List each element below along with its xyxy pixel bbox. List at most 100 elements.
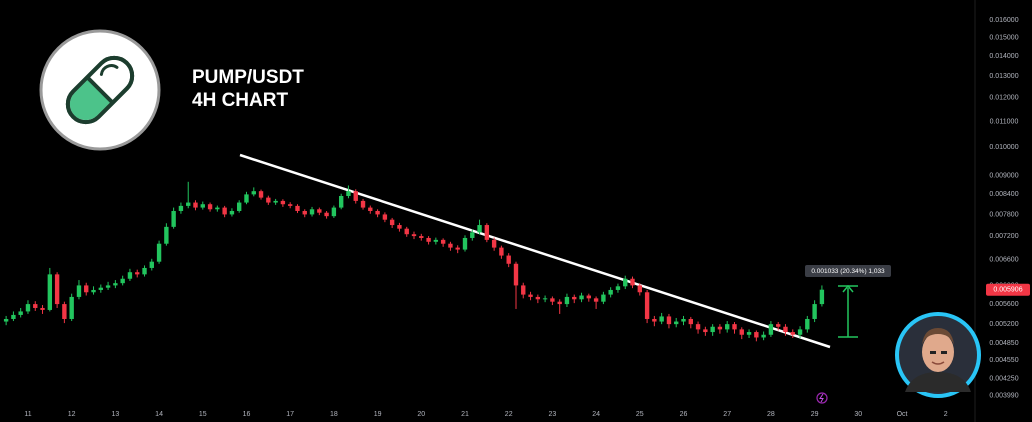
candle-body: [542, 298, 548, 300]
y-tick-label: 0.004550: [989, 357, 1018, 364]
current-price-label: 0.005906: [993, 287, 1022, 294]
candle-body: [448, 243, 453, 248]
candle-body: [608, 289, 613, 295]
candle-body: [564, 296, 570, 305]
candle-body: [601, 294, 606, 302]
candle-body: [207, 204, 213, 210]
candle-body: [171, 210, 176, 227]
candle-body: [440, 239, 446, 244]
candle-body: [47, 274, 53, 310]
candle-body: [113, 283, 118, 286]
y-tick-label: 0.011000: [990, 118, 1019, 125]
candle-body: [506, 255, 511, 264]
candle-body: [368, 207, 373, 211]
candle-body: [222, 207, 227, 215]
candle-body: [404, 228, 409, 235]
x-tick-label: 13: [111, 411, 119, 418]
event-icon: [816, 392, 828, 404]
candle-body: [11, 314, 16, 319]
candle-body: [433, 239, 439, 242]
candle-body: [593, 298, 599, 302]
candle-body: [819, 289, 825, 305]
chart-title: PUMP/USDT: [192, 67, 304, 88]
candle-body: [426, 237, 431, 242]
candle-body: [149, 261, 154, 268]
x-tick-label: 21: [461, 411, 469, 418]
y-tick-label: 0.013000: [989, 73, 1018, 80]
candle-body: [251, 191, 256, 195]
candle-body: [331, 207, 337, 217]
candle-body: [382, 214, 388, 220]
candle-body: [615, 286, 621, 290]
candle-body: [572, 296, 577, 300]
x-tick-label: 20: [417, 411, 425, 418]
candle-body: [353, 191, 358, 201]
candle-body: [659, 316, 664, 322]
candle-body: [717, 326, 723, 330]
x-tick-label: Oct: [897, 411, 908, 418]
candle-body: [287, 204, 293, 206]
candle-body: [338, 195, 344, 208]
candle-body: [783, 326, 788, 333]
y-tick-label: 0.005200: [989, 321, 1018, 328]
candle-body: [236, 202, 242, 211]
candle-body: [550, 298, 555, 302]
y-tick-label: 0.014000: [989, 53, 1018, 60]
candle-body: [360, 200, 366, 208]
candle-body: [521, 285, 526, 295]
candle-body: [535, 296, 541, 300]
candle-body: [18, 311, 23, 315]
candle-body: [710, 326, 715, 333]
measure-label-bg: [805, 265, 891, 277]
candle-body: [557, 301, 562, 305]
candle-body: [513, 263, 519, 286]
y-tick-label: 0.008400: [989, 191, 1018, 198]
candle-body: [215, 207, 220, 210]
candle-body: [623, 278, 628, 287]
candle-body: [746, 332, 752, 335]
candle-body: [586, 295, 591, 299]
candle-body: [120, 278, 125, 284]
candle-body: [91, 289, 96, 293]
candle-body: [98, 287, 104, 290]
x-tick-label: 27: [723, 411, 731, 418]
candle-body: [630, 278, 635, 286]
candle-body: [33, 304, 38, 308]
candle-body: [186, 202, 191, 206]
x-tick-label: 29: [811, 411, 819, 418]
candle-body: [666, 316, 672, 325]
candle-body: [280, 200, 286, 205]
measure-label: 0.001033 (20.34%) 1,033: [811, 268, 885, 275]
candle-body: [295, 205, 300, 211]
x-tick-label: 11: [24, 411, 31, 418]
candle-body: [84, 285, 89, 293]
y-tick-label: 0.006600: [989, 256, 1018, 263]
candle-body: [419, 236, 424, 238]
candle-body: [309, 209, 315, 215]
y-tick-label: 0.004250: [989, 376, 1018, 383]
candle-body: [470, 232, 475, 238]
x-tick-label: 17: [286, 411, 294, 418]
candle-body: [455, 247, 460, 250]
avatar: [895, 312, 981, 398]
candle-body: [484, 225, 490, 240]
candle-body: [3, 318, 9, 322]
candle-body: [76, 285, 82, 297]
candle-body: [579, 295, 584, 300]
candle-body: [389, 219, 395, 226]
candle-body: [528, 294, 533, 297]
y-tick-label: 0.016000: [989, 17, 1018, 24]
trendline: [239, 153, 831, 349]
candle-body: [156, 243, 162, 262]
candle-body: [688, 318, 693, 325]
y-tick-label: 0.010000: [989, 144, 1018, 151]
x-tick-label: 23: [548, 411, 556, 418]
candle-body: [703, 329, 708, 333]
y-tick-label: 0.007800: [989, 211, 1018, 218]
plot: 0.016000 0.015000 0.014000 0.013000 0.012000…: [3, 17, 1030, 418]
candle-body: [244, 194, 249, 203]
x-tick-label: 19: [374, 411, 382, 418]
candle-body: [273, 200, 278, 203]
candle-body: [25, 304, 31, 312]
